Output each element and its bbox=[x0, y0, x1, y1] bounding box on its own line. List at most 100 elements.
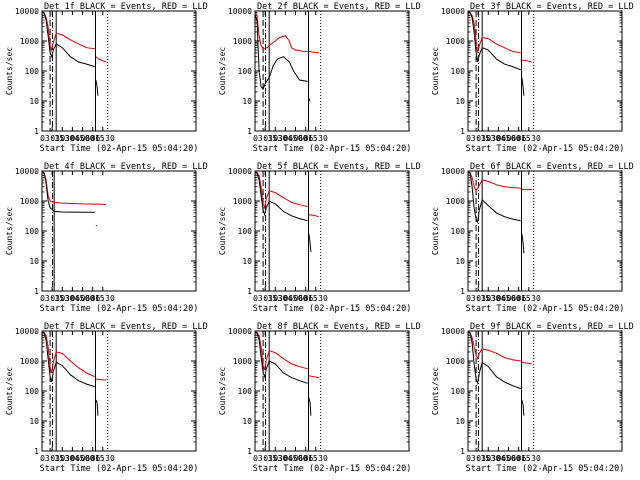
panel-title: Det 5f BLACK = Events, RED = LLD bbox=[257, 162, 421, 172]
x-tick-label: 06:30 bbox=[304, 134, 328, 143]
x-tick-label: 03:30 bbox=[263, 294, 287, 303]
x-axis-label: Start Time (02-Apr-15 05:04:20) bbox=[253, 304, 412, 314]
y-tick-label: 1000 bbox=[20, 357, 39, 366]
lld-series-line bbox=[521, 59, 533, 63]
lld-series-line bbox=[308, 214, 320, 218]
y-tick-label: 100 bbox=[25, 67, 40, 76]
lld-series-line bbox=[308, 375, 320, 379]
y-axis-label: Counts/sec bbox=[218, 367, 227, 415]
y-tick-label: 100 bbox=[451, 387, 466, 396]
y-tick-label: 1 bbox=[34, 287, 39, 296]
x-tick-label: 03:15 bbox=[466, 454, 490, 463]
events-series-line bbox=[521, 233, 525, 254]
x-tick-label: 06:30 bbox=[91, 134, 115, 143]
x-tick-label: 03:45 bbox=[486, 454, 510, 463]
plot-frame bbox=[254, 330, 410, 452]
x-tick-label: 03:30 bbox=[50, 454, 74, 463]
x-tick-label: 03:30 bbox=[50, 134, 74, 143]
x-tick-label: 03:15 bbox=[40, 134, 64, 143]
y-tick-label: 1000 bbox=[446, 197, 465, 206]
panel-title: Det 7f BLACK = Events, RED = LLD bbox=[44, 322, 208, 332]
y-tick-label: 10 bbox=[29, 257, 39, 266]
events-series-line bbox=[468, 11, 521, 71]
y-tick-label: 100 bbox=[238, 227, 253, 236]
x-tick-label: 06:15 bbox=[294, 134, 318, 143]
x-tick-label: 03:45 bbox=[60, 134, 84, 143]
y-tick-label: 1 bbox=[247, 447, 252, 456]
plot-frame bbox=[41, 10, 197, 132]
x-tick-label: 06:15 bbox=[507, 454, 531, 463]
events-series-line bbox=[95, 399, 99, 416]
lld-series-line bbox=[95, 378, 107, 381]
y-tick-label: 1000 bbox=[20, 197, 39, 206]
y-tick-label: 10000 bbox=[441, 7, 465, 16]
y-tick-label: 1000 bbox=[233, 357, 252, 366]
events-series-line bbox=[521, 77, 525, 96]
x-tick-label: 03:30 bbox=[476, 454, 500, 463]
x-tick-label: 03:30 bbox=[263, 454, 287, 463]
x-tick-label: 06:00 bbox=[283, 294, 307, 303]
x-tick-label: 06:00 bbox=[283, 454, 307, 463]
x-tick-label: 06:15 bbox=[294, 454, 318, 463]
panel-det-3f: 1 10 100 1000 10000 03:1503:3003:4506:0006:15… bbox=[431, 2, 634, 154]
plot-frame bbox=[467, 10, 623, 132]
events-series-line bbox=[308, 233, 312, 253]
y-axis-label: Counts/sec bbox=[218, 47, 227, 95]
plot-frame bbox=[254, 10, 410, 132]
events-series-line bbox=[42, 331, 95, 388]
plot-frame bbox=[467, 170, 623, 292]
x-tick-label: 06:00 bbox=[496, 294, 520, 303]
panel-title: Det 9f BLACK = Events, RED = LLD bbox=[470, 322, 634, 332]
y-tick-label: 10 bbox=[455, 417, 465, 426]
x-tick-label: 06:00 bbox=[70, 454, 94, 463]
panel-det-8f: 1 10 100 1000 10000 03:1503:3003:4506:0006:15… bbox=[218, 322, 421, 474]
events-series-line bbox=[95, 79, 99, 96]
lld-series-line bbox=[255, 331, 308, 371]
y-tick-label: 100 bbox=[238, 67, 253, 76]
panel-title: Det 1f BLACK = Events, RED = LLD bbox=[44, 2, 208, 12]
y-tick-label: 1000 bbox=[233, 197, 252, 206]
y-tick-label: 1000 bbox=[446, 37, 465, 46]
x-axis-label: Start Time (02-Apr-15 05:04:20) bbox=[253, 144, 412, 154]
y-tick-label: 10000 bbox=[15, 167, 39, 176]
y-tick-label: 1 bbox=[460, 127, 465, 136]
x-tick-label: 06:00 bbox=[70, 134, 94, 143]
panel-title: Det 8f BLACK = Events, RED = LLD bbox=[257, 322, 421, 332]
x-tick-label: 03:30 bbox=[476, 134, 500, 143]
y-tick-label: 10 bbox=[242, 417, 252, 426]
panel-det-5f: 1 10 100 1000 10000 03:1503:3003:4506:0006:15… bbox=[218, 162, 421, 314]
panel-det-4f: 1 10 100 1000 10000 03:1503:3003:4506:0006:15… bbox=[5, 162, 208, 314]
x-tick-label: 03:15 bbox=[466, 134, 490, 143]
y-tick-label: 100 bbox=[25, 227, 40, 236]
y-tick-label: 1 bbox=[247, 127, 252, 136]
x-tick-label: 06:00 bbox=[496, 134, 520, 143]
events-series-line bbox=[42, 171, 95, 213]
x-axis-label: Start Time (02-Apr-15 05:04:20) bbox=[40, 304, 199, 314]
x-tick-label: 03:15 bbox=[40, 454, 64, 463]
x-axis-label: Start Time (02-Apr-15 05:04:20) bbox=[466, 144, 625, 154]
panel-title: Det 4f BLACK = Events, RED = LLD bbox=[44, 162, 208, 172]
y-tick-label: 1 bbox=[34, 127, 39, 136]
x-tick-label: 06:30 bbox=[517, 294, 541, 303]
events-series-line bbox=[255, 331, 308, 384]
y-tick-label: 100 bbox=[238, 387, 253, 396]
x-tick-label: 03:45 bbox=[273, 454, 297, 463]
y-axis-label: Counts/sec bbox=[431, 47, 440, 95]
lld-series-line bbox=[42, 331, 95, 378]
events-series-line bbox=[468, 171, 521, 224]
x-tick-label: 03:45 bbox=[273, 134, 297, 143]
x-tick-label: 06:15 bbox=[81, 294, 105, 303]
panel-title: Det 2f BLACK = Events, RED = LLD bbox=[257, 2, 421, 12]
x-tick-label: 06:30 bbox=[91, 454, 115, 463]
lld-series-line bbox=[521, 361, 533, 365]
x-tick-label: 03:45 bbox=[486, 294, 510, 303]
y-axis-label: Counts/sec bbox=[5, 47, 14, 95]
events-series-line bbox=[308, 98, 311, 102]
y-tick-label: 10 bbox=[29, 417, 39, 426]
x-tick-label: 03:45 bbox=[273, 294, 297, 303]
x-tick-label: 03:15 bbox=[466, 294, 490, 303]
plot-frame bbox=[254, 170, 410, 292]
y-tick-label: 1000 bbox=[233, 37, 252, 46]
events-series-line bbox=[255, 171, 308, 222]
